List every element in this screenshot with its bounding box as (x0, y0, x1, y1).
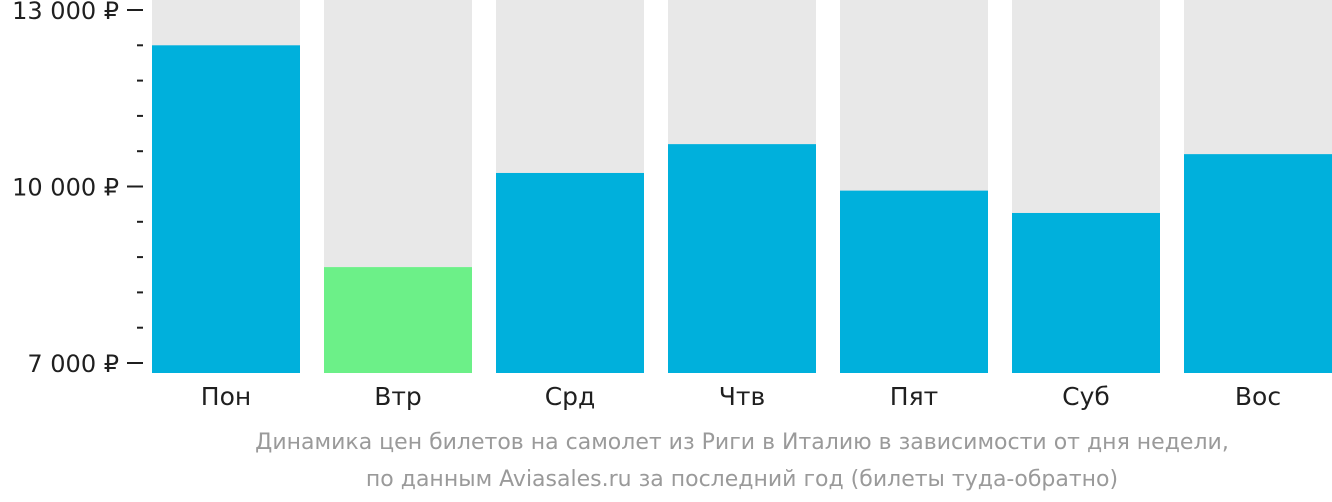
x-axis: Пон Втр Срд Чтв Пят Суб Вос (201, 382, 1281, 411)
chart-caption-line-1: Динамика цен билетов на самолет из Риги … (255, 430, 1229, 455)
y-axis: 13 000 ₽ 10 000 ₽ 7 000 ₽ (12, 0, 143, 378)
bar (152, 45, 300, 374)
x-tick-label: Чтв (719, 382, 765, 411)
price-by-weekday-chart: 13 000 ₽ 10 000 ₽ 7 000 ₽ Пон Втр Срд Чтв Пят С… (12, 0, 1332, 411)
x-tick-label: Пон (201, 382, 251, 411)
bar (324, 267, 472, 373)
bar (496, 172, 644, 373)
bar (1012, 212, 1160, 373)
bar (668, 144, 816, 373)
x-tick-label: Суб (1062, 382, 1110, 411)
y-tick-label: 13 000 ₽ (12, 0, 119, 25)
bar (840, 190, 988, 373)
x-tick-label: Срд (545, 382, 596, 411)
bar (1184, 154, 1332, 373)
y-tick-label: 7 000 ₽ (27, 350, 119, 378)
x-tick-label: Втр (374, 382, 422, 411)
x-tick-label: Вос (1235, 382, 1281, 411)
y-tick-label: 10 000 ₽ (12, 174, 119, 202)
chart-caption-line-2: по данным Aviasales.ru за последний год … (365, 467, 1119, 492)
bars (152, 45, 1332, 374)
x-tick-label: Пят (890, 382, 938, 411)
